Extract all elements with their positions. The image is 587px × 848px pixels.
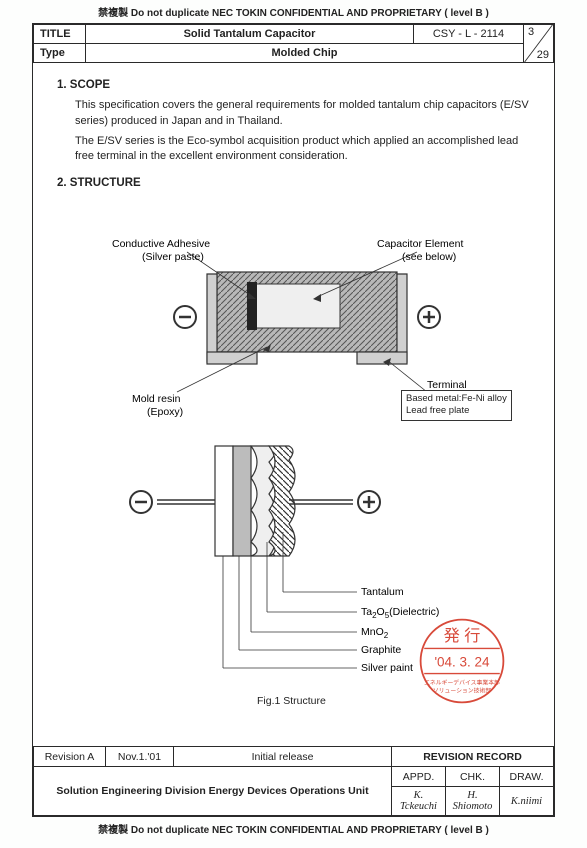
scope-p1: This specification covers the general re… bbox=[75, 98, 530, 130]
sig-draw: K.niimi bbox=[500, 787, 554, 816]
svg-text:Tantalum: Tantalum bbox=[361, 586, 404, 598]
draw-label: DRAW. bbox=[500, 767, 554, 787]
svg-text:MnO2: MnO2 bbox=[361, 626, 389, 640]
svg-text:Graphite: Graphite bbox=[361, 644, 401, 656]
svg-text:(Silver paste): (Silver paste) bbox=[142, 251, 204, 263]
svg-text:Conductive Adhesive: Conductive Adhesive bbox=[112, 238, 210, 250]
diagram-area: Conductive Adhesive (Silver paste) Capac… bbox=[57, 196, 530, 736]
page-border: TITLE Solid Tantalum Capacitor CSY - L -… bbox=[32, 23, 555, 817]
structure-heading: 2. STRUCTURE bbox=[57, 175, 530, 192]
confidential-footer: 禁複製 Do not duplicate NEC TOKIN CONFIDENT… bbox=[0, 817, 587, 840]
svg-text:(Epoxy): (Epoxy) bbox=[147, 406, 183, 418]
scope-p2: The E/SV series is the Eco-symbol acquis… bbox=[75, 134, 530, 166]
type: Molded Chip bbox=[86, 44, 524, 63]
svg-text:Capacitor Element: Capacitor Element bbox=[377, 238, 463, 250]
svg-text:Mold resin: Mold resin bbox=[132, 393, 181, 405]
title: Solid Tantalum Capacitor bbox=[86, 25, 414, 44]
confidential-header: 禁複製 Do not duplicate NEC TOKIN CONFIDENT… bbox=[0, 0, 587, 23]
svg-text:ソリューション技術部: ソリューション技術部 bbox=[433, 687, 491, 695]
svg-text:Silver paint: Silver paint bbox=[361, 662, 413, 674]
svg-text:エネルギーデバイス事業本部: エネルギーデバイス事業本部 bbox=[424, 678, 500, 686]
scope-heading: 1. SCOPE bbox=[57, 77, 530, 94]
sig-appd: K. Tckeuchi bbox=[392, 787, 446, 816]
content: 1. SCOPE This specification covers the g… bbox=[33, 63, 554, 744]
rev-date: Nov.1.'01 bbox=[106, 747, 174, 767]
org-cell: Solution Engineering Division Energy Dev… bbox=[34, 767, 392, 816]
svg-text:'04. 3. 24: '04. 3. 24 bbox=[434, 654, 490, 669]
doc-number: CSY - L - 2114 bbox=[414, 25, 524, 44]
rev-desc: Initial release bbox=[174, 747, 392, 767]
sig-chk: H. Shiomoto bbox=[446, 787, 500, 816]
terminal-box: Based metal:Fe-Ni alloy Lead free plate bbox=[401, 390, 512, 421]
chk-label: CHK. bbox=[446, 767, 500, 787]
title-label: TITLE bbox=[34, 25, 86, 44]
header-table: TITLE Solid Tantalum Capacitor CSY - L -… bbox=[33, 24, 554, 63]
page-number: 3 29 bbox=[524, 25, 554, 63]
footer-table: Revision A Nov.1.'01 Initial release REV… bbox=[33, 746, 554, 816]
fig-caption: Fig.1 Structure bbox=[257, 694, 326, 709]
issue-stamp: 発 行 '04. 3. 24 エネルギーデバイス事業本部 ソリューション技術部 bbox=[417, 616, 507, 706]
appd-label: APPD. bbox=[392, 767, 446, 787]
svg-text:(see below): (see below) bbox=[402, 251, 456, 263]
type-label: Type bbox=[34, 44, 86, 63]
svg-text:発 行: 発 行 bbox=[444, 627, 481, 645]
rev-record-label: REVISION RECORD bbox=[392, 747, 554, 767]
revision-cell: Revision A bbox=[34, 747, 106, 767]
